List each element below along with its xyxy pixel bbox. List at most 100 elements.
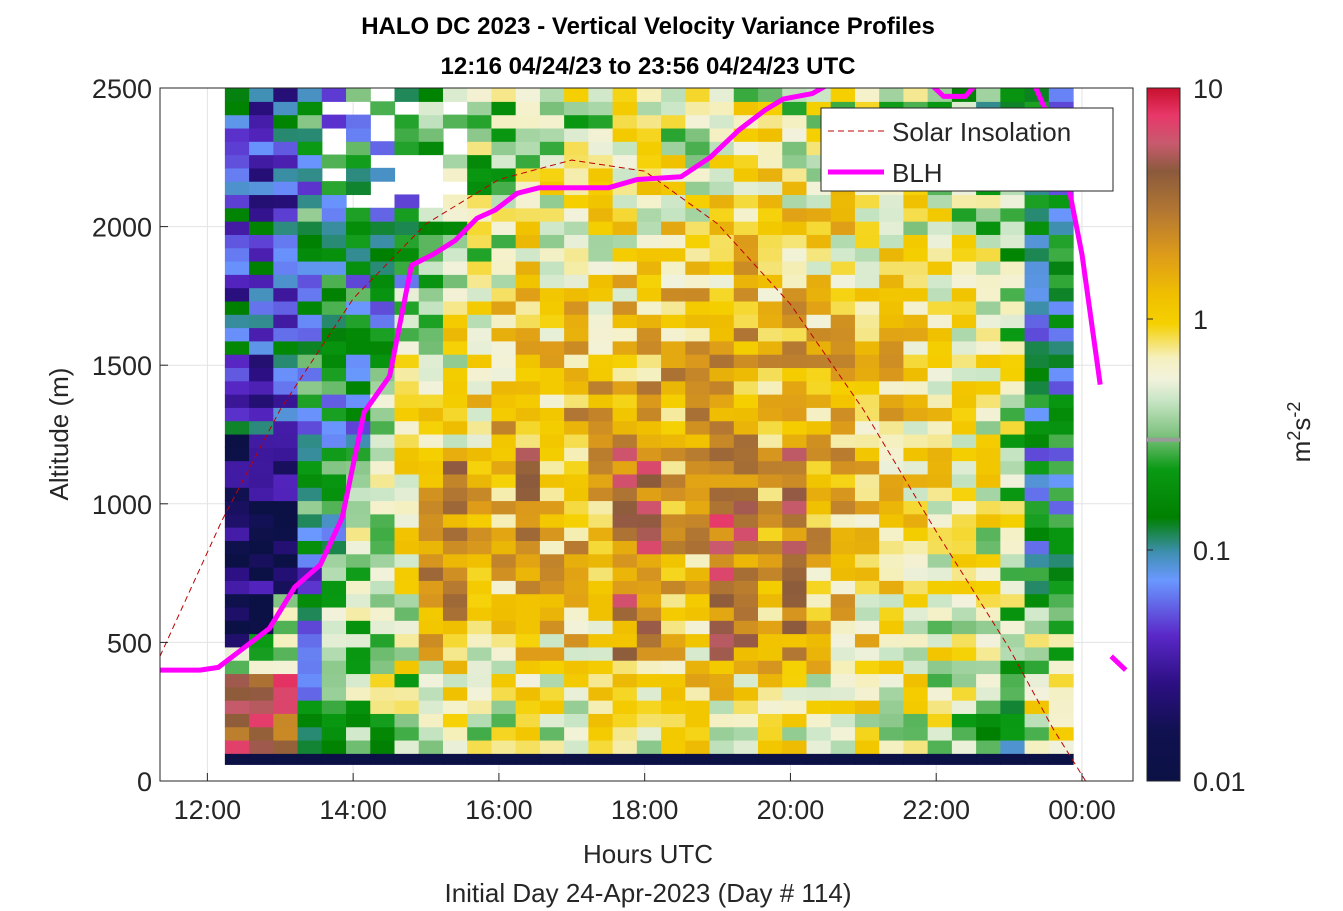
heatmap-cell [515, 473, 541, 488]
heatmap-cell [515, 354, 541, 369]
heatmap-cell [491, 274, 517, 289]
heatmap-cell [636, 314, 662, 329]
heatmap-ground-cell [1048, 753, 1074, 765]
heatmap-cell [636, 593, 662, 608]
heatmap-cell [1048, 194, 1074, 209]
heatmap-cell [685, 101, 711, 116]
heatmap-cell [249, 300, 274, 315]
heatmap-cell [224, 447, 250, 462]
heatmap-cell [1000, 606, 1026, 621]
heatmap-cell [1048, 300, 1074, 315]
heatmap-cell [976, 207, 1001, 222]
heatmap-cell [661, 354, 686, 369]
heatmap-cell [515, 739, 541, 754]
heatmap-cell [297, 127, 323, 142]
heatmap-cell [758, 726, 783, 741]
heatmap-cell [224, 620, 250, 635]
heatmap-cell [612, 420, 638, 435]
heatmap-cell [903, 460, 929, 475]
heatmap-cell [612, 300, 638, 315]
heatmap-cell [224, 274, 250, 289]
heatmap-cell [467, 433, 493, 448]
heatmap-cell [467, 127, 493, 142]
heatmap-cell [661, 646, 686, 661]
heatmap-cell [297, 660, 323, 675]
heatmap-cell [685, 194, 711, 209]
heatmap-cell [539, 314, 565, 329]
heatmap-cell [394, 567, 420, 581]
heatmap-cell [321, 553, 347, 568]
heatmap-cell [249, 141, 274, 156]
heatmap-cell [782, 593, 808, 608]
heatmap-cell [685, 300, 711, 315]
heatmap-cell [491, 713, 517, 728]
heatmap-cell [442, 713, 468, 728]
heatmap-cell [370, 567, 396, 581]
heatmap-cell [782, 739, 808, 754]
heatmap-cell [467, 274, 493, 289]
heatmap-cell [249, 726, 274, 741]
heatmap-cell [442, 354, 468, 369]
heatmap-cell [588, 540, 614, 555]
x-tick-label: 14:00 [319, 795, 387, 825]
colorbar-label: m2s-2 [1284, 402, 1316, 463]
heatmap-cell [854, 713, 880, 728]
heatmap-cell [879, 380, 905, 395]
heatmap-cell [951, 234, 977, 249]
heatmap-cell [249, 606, 274, 621]
heatmap-cell [442, 620, 468, 635]
heatmap-cell [903, 447, 929, 462]
heatmap-cell [685, 620, 711, 635]
heatmap-cell [854, 380, 880, 395]
heatmap-cell [1048, 487, 1074, 502]
heatmap-cell [903, 540, 929, 555]
heatmap-cell [321, 593, 347, 608]
heatmap-cell [830, 540, 856, 555]
heatmap-cell [709, 433, 735, 448]
heatmap-cell [636, 407, 662, 422]
heatmap-cell [491, 101, 517, 116]
heatmap-cell [588, 380, 614, 395]
heatmap-cell [224, 141, 250, 156]
heatmap-cell [709, 367, 735, 382]
heatmap-cell [879, 394, 905, 408]
heatmap-cell [564, 380, 589, 395]
heatmap-cell [685, 154, 711, 169]
heatmap-cell [297, 260, 323, 275]
heatmap-cell [394, 394, 420, 408]
heatmap-cell [394, 673, 420, 688]
heatmap-cell [1048, 567, 1074, 581]
heatmap-cell [370, 287, 396, 302]
heatmap-cell [224, 660, 250, 675]
heatmap-cell [709, 167, 735, 182]
heatmap-cell [1000, 367, 1026, 382]
heatmap-cell [515, 394, 541, 408]
heatmap-cell [1000, 287, 1026, 302]
heatmap-cell [588, 673, 614, 688]
heatmap-cell [273, 127, 299, 142]
heatmap-cell [491, 300, 517, 315]
heatmap-cell [588, 407, 614, 422]
heatmap-cell [467, 500, 493, 515]
heatmap-cell [321, 487, 347, 502]
heatmap-cell [564, 447, 589, 462]
heatmap-cell [830, 88, 856, 102]
heatmap-cell [661, 88, 686, 102]
heatmap-cell [854, 354, 880, 369]
heatmap-ground-cell [394, 753, 420, 765]
heatmap-cell [685, 260, 711, 275]
heatmap-cell [830, 620, 856, 635]
heatmap-cell [564, 394, 589, 408]
heatmap-cell [539, 487, 565, 502]
heatmap-cell [854, 500, 880, 515]
heatmap-cell [370, 447, 396, 462]
heatmap-cell [321, 460, 347, 475]
heatmap-cell [733, 447, 759, 462]
heatmap-cell [758, 420, 783, 435]
heatmap-cell [418, 540, 444, 555]
heatmap-cell [1000, 194, 1026, 209]
heatmap-cell [249, 540, 274, 555]
heatmap-ground-cell [806, 753, 832, 765]
heatmap-cell [879, 88, 905, 102]
heatmap-cell [224, 500, 250, 515]
